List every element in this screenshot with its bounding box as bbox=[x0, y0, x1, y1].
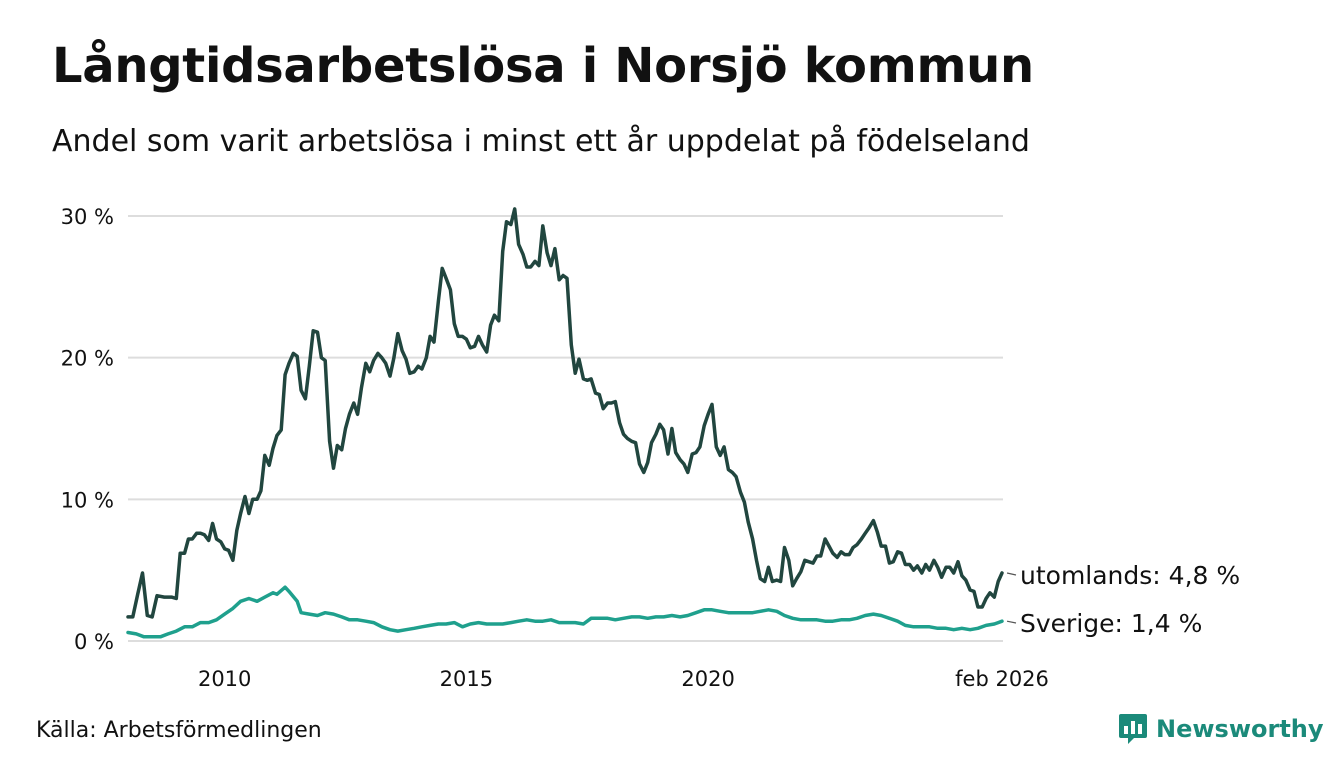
x-tick-label: 2020 bbox=[681, 667, 734, 691]
series-label-connector bbox=[1006, 620, 1017, 624]
newsworthy-icon bbox=[1119, 714, 1147, 744]
chart-title: Långtidsarbetslösa i Norsjö kommun bbox=[52, 38, 1034, 94]
x-tick-label: 2010 bbox=[198, 667, 251, 691]
series-end-label-sverige: Sverige: 1,4 % bbox=[1020, 609, 1202, 638]
y-tick-label: 20 % bbox=[61, 347, 114, 371]
x-tick-label: 2015 bbox=[440, 667, 493, 691]
y-tick-label: 10 % bbox=[61, 488, 114, 512]
brand-logo: Newsworthy bbox=[1118, 712, 1324, 746]
series-lines bbox=[126, 207, 1004, 639]
brand-name: Newsworthy bbox=[1156, 715, 1324, 743]
chart-subtitle: Andel som varit arbetslösa i minst ett å… bbox=[52, 124, 1030, 159]
source-note: Källa: Arbetsförmedlingen bbox=[36, 718, 322, 743]
series-line-sverige bbox=[126, 585, 1004, 639]
x-tick-label: feb 2026 bbox=[955, 667, 1049, 691]
x-axis-ticks: 2010 2015 2020 feb 2026 bbox=[198, 667, 1049, 691]
y-tick-label: 30 % bbox=[61, 205, 114, 229]
y-tick-label: 0 % bbox=[74, 630, 114, 654]
series-label-connector bbox=[1006, 572, 1017, 576]
y-axis-ticks: 0 % 10 % 20 % 30 % bbox=[61, 205, 114, 654]
series-end-labels: utomlands: 4,8 % Sverige: 1,4 % bbox=[1006, 561, 1240, 638]
series-end-label-utomlands: utomlands: 4,8 % bbox=[1020, 561, 1240, 590]
series-line-utomlands bbox=[126, 207, 1004, 619]
grid-lines bbox=[128, 215, 1003, 642]
